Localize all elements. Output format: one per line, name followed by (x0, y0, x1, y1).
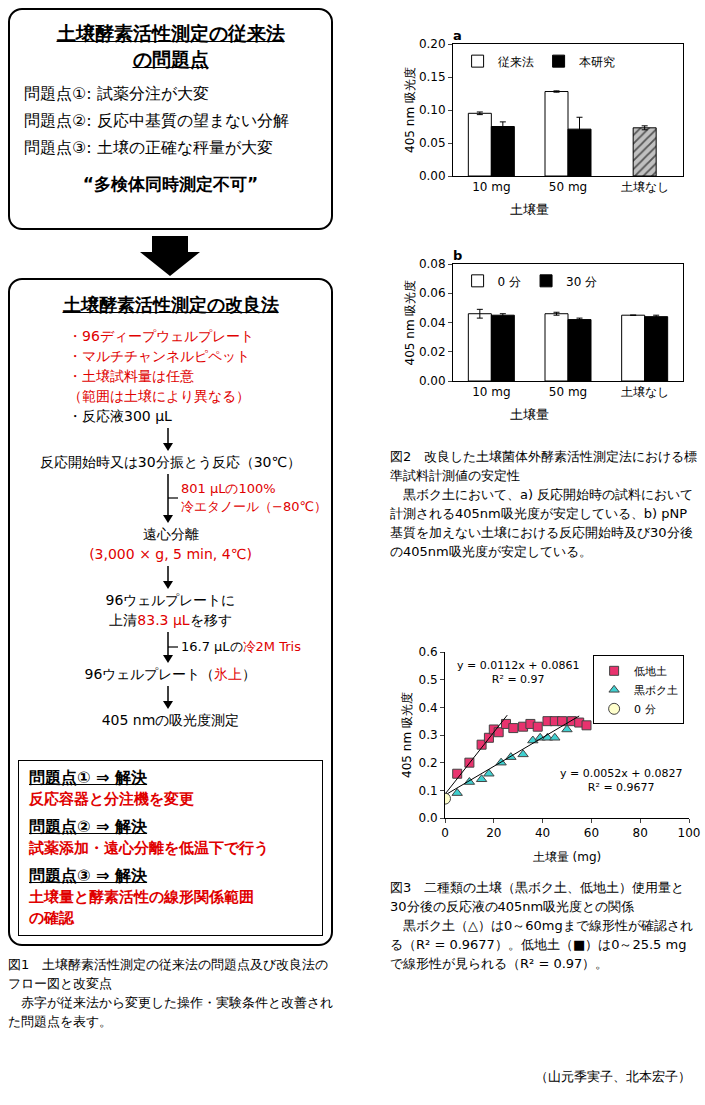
svg-text:0.06: 0.06 (419, 286, 446, 300)
html-text:問題点① ⇒ 解決: 問題点① ⇒ 解決 (29, 768, 148, 787)
html-text:黒ボク土において、a) 反応開始時の試料において計測される4: 黒ボク土において、a) 反応開始時の試料において計測される405nm吸光度が安定… (390, 487, 694, 559)
svg-text:0: 0 (441, 826, 449, 840)
html-text:16.7 μLの冷2M Tris: 16.7 μLの冷2M Tris (181, 639, 301, 654)
svg-text:0.4: 0.4 (419, 701, 438, 715)
svg-text:土壌量: 土壌量 (510, 202, 549, 217)
svg-text:本研究: 本研究 (579, 55, 615, 69)
svg-text:0 分: 0 分 (634, 703, 656, 716)
svg-text:20: 20 (486, 826, 501, 840)
html-text:(3,000 × g, 5 min, 4℃): (3,000 × g, 5 min, 4℃) (89, 546, 252, 562)
html-text:の確認: の確認 (29, 909, 74, 927)
html-text:・土壌試料量は任意: ・土壌試料量は任意 (68, 368, 194, 384)
html-text:“多検体同時測定不可”: “多検体同時測定不可” (82, 174, 259, 194)
html-text:土壌酵素活性測定の従来法: 土壌酵素活性測定の従来法 (56, 22, 285, 44)
svg-text:土壌量 (mg): 土壌量 (mg) (533, 850, 601, 864)
html-text:・96ディープウェルプレート: ・96ディープウェルプレート (68, 328, 254, 344)
svg-text:50 mg: 50 mg (549, 180, 587, 194)
svg-text:0.10: 0.10 (419, 103, 446, 117)
html-text:冷エタノール（−80℃）: 冷エタノール（−80℃） (181, 499, 327, 514)
svg-text:10 mg: 10 mg (472, 385, 510, 399)
svg-text:土壌なし: 土壌なし (621, 180, 669, 194)
svg-text:土壌なし: 土壌なし (621, 385, 669, 399)
svg-text:40: 40 (535, 826, 550, 840)
html-text:反応容器と分注機を変更: 反応容器と分注機を変更 (29, 790, 194, 808)
svg-text:30 分: 30 分 (566, 275, 597, 289)
svg-text:0.15: 0.15 (419, 70, 446, 84)
html-text:405 nmの吸光度測定: 405 nmの吸光度測定 (101, 712, 240, 728)
svg-text:100: 100 (678, 826, 701, 840)
svg-text:0.02: 0.02 (419, 345, 446, 359)
html-text:（範囲は土壌により異なる）: （範囲は土壌により異なる） (68, 388, 250, 404)
html-text:96ウェルプレート（氷上）: 96ウェルプレート（氷上） (84, 666, 257, 682)
svg-text:405 nm 吸光度: 405 nm 吸光度 (403, 67, 417, 153)
html-text:反応開始時又は30分振とう反応（30℃）: 反応開始時又は30分振とう反応（30℃） (39, 454, 302, 470)
html-text:問題点③ ⇒ 解決: 問題点③ ⇒ 解決 (29, 866, 148, 885)
html-text:（山元季実子、北本宏子）: （山元季実子、北本宏子） (535, 1069, 691, 1084)
svg-text:低地土: 低地土 (634, 665, 667, 678)
svg-text:0.05: 0.05 (419, 136, 446, 150)
svg-text:a: a (453, 28, 462, 43)
html-text:試薬添加・遠心分離を低温下で行う: 試薬添加・遠心分離を低温下で行う (29, 839, 269, 857)
svg-text:0.2: 0.2 (419, 756, 438, 770)
html-text:図1 土壌酵素活性測定の従来法の問題点及び改良法のフロー図と: 図1 土壌酵素活性測定の従来法の問題点及び改良法のフロー図と改変点 (8, 957, 329, 991)
svg-text:0.5: 0.5 (419, 673, 438, 687)
svg-text:y = 0.0052x + 0.0827R² = 0.967: y = 0.0052x + 0.0827R² = 0.9677 (560, 767, 682, 794)
svg-text:60: 60 (584, 826, 599, 840)
html-text:黒ボク土（△）は0～60mgまで線形性が確認される（R² =: 黒ボク土（△）は0～60mgまで線形性が確認される（R² = 0.9677）。低… (390, 918, 693, 971)
html-text:96ウェルプレートに: 96ウェルプレートに (105, 592, 236, 608)
html-text:赤字が従来法から変更した操作・実験条件と改善された問題点を表: 赤字が従来法から変更した操作・実験条件と改善された問題点を表す。 (8, 995, 333, 1029)
html-text:図3 二種類の土壌（黒ボク土、低地土）使用量と30分後の反応: 図3 二種類の土壌（黒ボク土、低地土）使用量と30分後の反応液の405nm吸光度… (390, 880, 685, 914)
html-text:問題点①: 試薬分注が大変: 問題点①: 試薬分注が大変 (24, 84, 209, 103)
svg-text:0.1: 0.1 (419, 784, 438, 798)
svg-text:10 mg: 10 mg (472, 180, 510, 194)
svg-text:0.04: 0.04 (419, 316, 446, 330)
svg-text:黒ボク土: 黒ボク土 (634, 684, 678, 697)
svg-text:405 nm 吸光度: 405 nm 吸光度 (400, 692, 414, 778)
html-text:土壌量と酵素活性の線形関係範囲: 土壌量と酵素活性の線形関係範囲 (29, 888, 254, 906)
svg-text:0 分: 0 分 (498, 275, 521, 289)
svg-text:405 nm 吸光度: 405 nm 吸光度 (403, 280, 417, 366)
html-text:問題点② ⇒ 解決: 問題点② ⇒ 解決 (29, 817, 148, 836)
html-text:問題点③: 土壌の正確な秤量が大変: 問題点③: 土壌の正確な秤量が大変 (24, 138, 273, 157)
svg-text:0.6: 0.6 (419, 645, 438, 659)
html-text:図2 改良した土壌菌体外酵素活性測定法における標準試料計測値: 図2 改良した土壌菌体外酵素活性測定法における標準試料計測値の安定性 (390, 449, 698, 483)
svg-text:0.0: 0.0 (419, 811, 438, 825)
svg-text:0.00: 0.00 (419, 374, 446, 388)
html-text:土壌酵素活性測定の改良法: 土壌酵素活性測定の改良法 (62, 294, 279, 315)
svg-text:50 mg: 50 mg (549, 385, 587, 399)
svg-text:0.00: 0.00 (419, 169, 446, 183)
html-text:801 μLの100%: 801 μLの100% (181, 481, 276, 496)
html-text:問題点②: 反応中基質の望まない分解: 問題点②: 反応中基質の望まない分解 (24, 111, 289, 130)
html-text:の問題点: の問題点 (132, 48, 209, 70)
svg-text:土壌量: 土壌量 (510, 407, 549, 422)
html-text:・マルチチャンネルピペット: ・マルチチャンネルピペット (68, 348, 250, 364)
svg-text:従来法: 従来法 (498, 55, 534, 69)
html-text:・反応液300 μL: ・反応液300 μL (68, 408, 172, 424)
html-text:遠心分離: 遠心分離 (142, 526, 199, 542)
svg-text:y = 0.0112x + 0.0861R² = 0.97: y = 0.0112x + 0.0861R² = 0.97 (457, 659, 579, 686)
svg-text:b: b (453, 248, 462, 263)
svg-text:0.08: 0.08 (419, 257, 446, 271)
svg-text:80: 80 (633, 826, 648, 840)
svg-text:0.20: 0.20 (419, 37, 446, 51)
svg-text:0.3: 0.3 (419, 728, 438, 742)
html-text:上清83.3 μLを移す: 上清83.3 μLを移す (109, 612, 232, 628)
